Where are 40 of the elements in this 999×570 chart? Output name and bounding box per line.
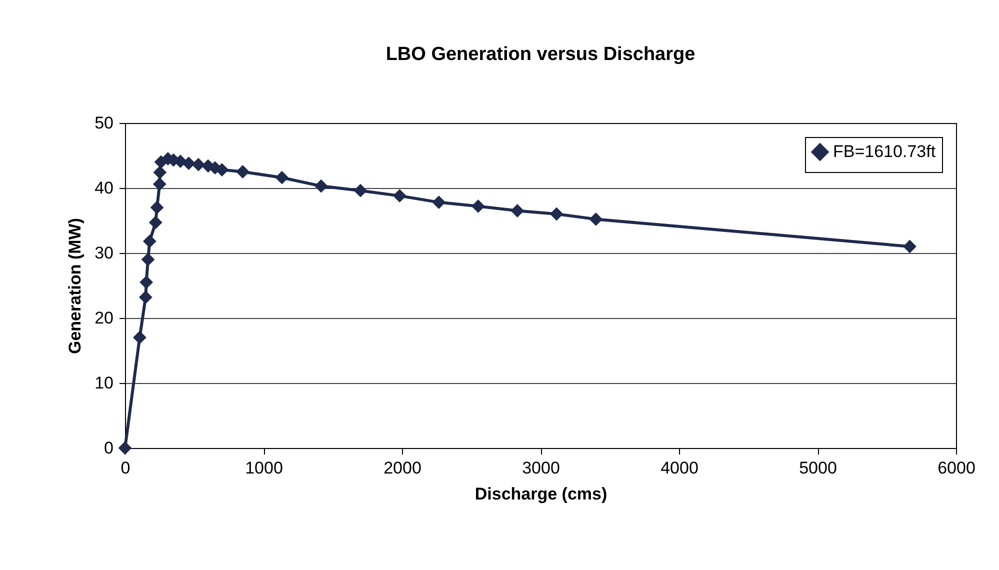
x-tick-label: 0	[120, 458, 130, 478]
chart-title: LBO Generation versus Discharge	[386, 44, 696, 65]
point	[432, 196, 446, 210]
point	[510, 204, 524, 218]
point	[148, 216, 162, 230]
point	[192, 158, 206, 172]
x-tick-label: 6000	[938, 458, 976, 478]
point	[314, 179, 328, 193]
point	[152, 177, 166, 191]
y-tick-label: 10	[94, 374, 114, 392]
point	[471, 199, 485, 213]
point	[275, 170, 289, 184]
point	[550, 207, 564, 221]
y-tick-label: 0	[104, 438, 114, 458]
x-tick-label: 1000	[245, 458, 283, 478]
x-tick-label: 4000	[660, 458, 698, 478]
point	[153, 166, 167, 180]
point	[141, 252, 155, 266]
point	[903, 240, 916, 254]
point	[138, 290, 152, 304]
point	[182, 156, 196, 170]
y-tick-label: 40	[94, 178, 114, 198]
point	[236, 165, 250, 178]
y-tick-label: 20	[94, 308, 114, 328]
point	[142, 234, 156, 248]
x-tick-label: 3000	[522, 458, 560, 478]
point	[140, 276, 154, 289]
y-axis-title: Generation (MW)	[66, 218, 85, 354]
y-tick-label: 30	[94, 244, 114, 262]
x-tick-label: 5000	[799, 458, 837, 478]
x-tick-label: 2000	[384, 458, 422, 478]
point	[354, 184, 368, 198]
x-axis-title: Discharge (cms)	[474, 484, 608, 504]
point	[589, 212, 603, 226]
point	[118, 441, 132, 455]
y-tick-label: 50	[94, 114, 114, 132]
legend-label: FB=1610.73ft	[833, 142, 936, 161]
point	[392, 189, 406, 203]
point	[132, 330, 146, 344]
point	[150, 200, 164, 214]
